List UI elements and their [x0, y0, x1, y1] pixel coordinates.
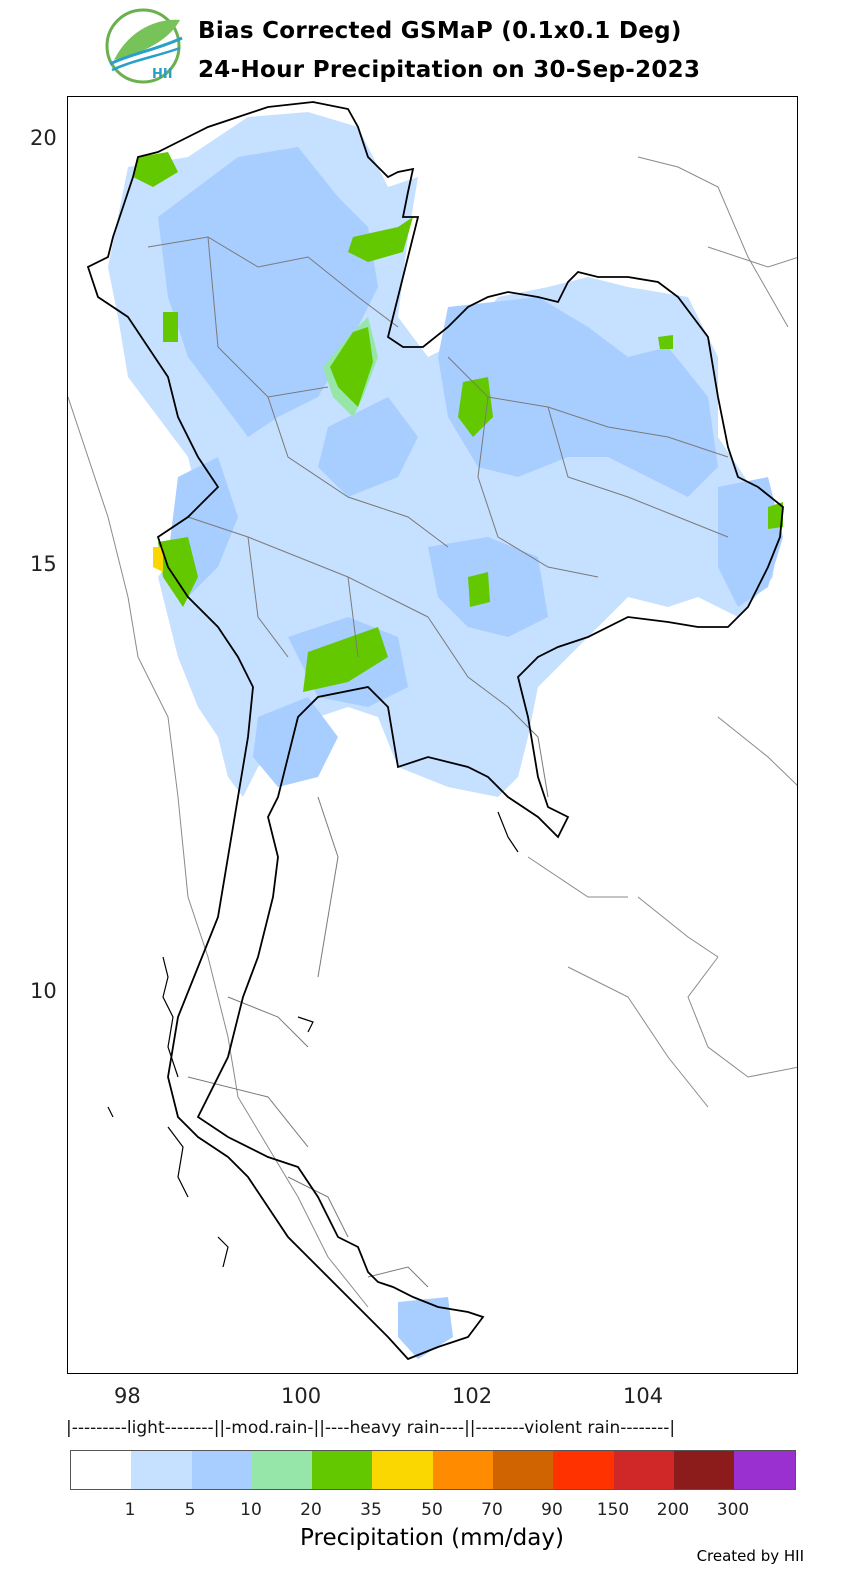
cb-tick-90: 90 [541, 1500, 563, 1520]
cb-tick-10: 10 [240, 1500, 262, 1520]
cb-tick-35: 35 [360, 1500, 382, 1520]
colorbar-swatch-11 [734, 1451, 795, 1489]
colorbar-swatch-5 [372, 1451, 433, 1489]
credit-text: Created by HII [696, 1547, 804, 1565]
colorbar-swatch-6 [432, 1451, 494, 1489]
precipitation-map [67, 96, 798, 1374]
cb-tick-1: 1 [124, 1500, 136, 1520]
precip-heavy-areas [133, 152, 783, 692]
hii-logo: HII [100, 8, 186, 86]
cb-tick-300: 300 [716, 1500, 750, 1520]
colorbar-swatch-10 [673, 1451, 735, 1489]
title-line-1: Bias Corrected GSMaP (0.1x0.1 Deg) [198, 18, 682, 44]
cb-tick-200: 200 [656, 1500, 690, 1520]
province-borders [147, 236, 729, 1288]
cb-tick-70: 70 [481, 1500, 503, 1520]
thailand-outline [86, 101, 784, 1361]
y-tick-20: 20 [30, 126, 57, 150]
colorbar-swatch-2 [191, 1451, 252, 1489]
colorbar-swatch-4 [312, 1451, 373, 1489]
y-tick-15: 15 [30, 552, 57, 576]
x-tick-104: 104 [623, 1384, 664, 1408]
neighbour-borders [68, 156, 797, 1308]
colorbar-swatch-3 [251, 1451, 313, 1489]
title-line-2: 24-Hour Precipitation on 30-Sep-2023 [198, 57, 701, 83]
colorbar-swatch-9 [613, 1451, 674, 1489]
colorbar-swatch-8 [553, 1451, 614, 1489]
logo-text: HII [152, 67, 173, 82]
x-tick-98: 98 [114, 1384, 141, 1408]
colorbar-swatch-1 [131, 1451, 192, 1489]
cb-tick-50: 50 [421, 1500, 443, 1520]
cb-tick-5: 5 [184, 1500, 196, 1520]
precip-moderate-areas [158, 147, 783, 1359]
colorbar [70, 1450, 796, 1490]
x-tick-100: 100 [281, 1384, 322, 1408]
coastline-islands [107, 811, 519, 1268]
x-tick-102: 102 [452, 1384, 493, 1408]
map-svg [68, 101, 797, 1361]
colorbar-label: Precipitation (mm/day) [300, 1525, 564, 1551]
legend-categories: |---------light--------||-mod.rain-||---… [66, 1418, 676, 1438]
cb-tick-150: 150 [596, 1500, 630, 1520]
y-tick-10: 10 [30, 979, 57, 1003]
colorbar-swatch-7 [493, 1451, 554, 1489]
colorbar-swatch-0 [71, 1451, 132, 1489]
cb-tick-20: 20 [300, 1500, 322, 1520]
